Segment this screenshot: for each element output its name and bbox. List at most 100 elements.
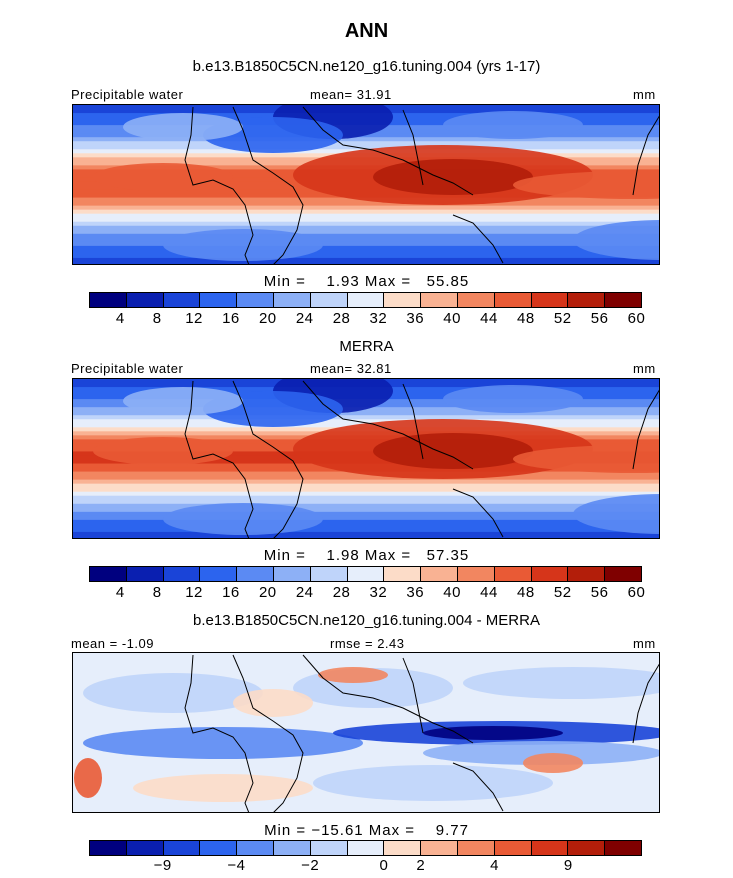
field-anomaly — [573, 220, 659, 260]
field-anomaly — [93, 437, 233, 465]
field-band — [73, 415, 659, 420]
colorbar-swatch — [163, 841, 201, 855]
colorbar-swatch — [310, 567, 348, 581]
panel-obs-map-svg — [73, 379, 659, 538]
colorbar-swatch — [273, 293, 311, 307]
panel-obs-subtitle: MERRA — [339, 338, 394, 355]
coastline — [232, 654, 304, 812]
coastline — [184, 106, 254, 264]
field-band — [73, 225, 659, 231]
colorbar-swatch — [163, 567, 201, 581]
panel-obs-map — [72, 378, 660, 539]
colorbar-tick-label: 36 — [406, 310, 425, 327]
field-band — [73, 507, 659, 513]
panel-obs-units-label: mm — [633, 361, 656, 376]
colorbar-swatch — [531, 293, 569, 307]
colorbar-tick-label: 2 — [416, 857, 426, 874]
colorbar-tick-label: 20 — [258, 310, 277, 327]
coastline — [452, 488, 504, 538]
colorbar-tick-label: 12 — [185, 584, 203, 601]
colorbar-swatch — [421, 841, 458, 855]
coastline — [632, 115, 659, 196]
field-band — [73, 519, 659, 525]
panel-obs-colorbar — [89, 566, 642, 582]
colorbar-tick-label: 56 — [590, 584, 609, 601]
coastline — [632, 389, 659, 470]
colorbar-tick-label: −9 — [153, 857, 172, 874]
field-band — [73, 475, 659, 481]
colorbar-tick-label: 28 — [332, 310, 351, 327]
colorbar-swatch — [90, 567, 127, 581]
colorbar-swatch — [384, 293, 422, 307]
field-anomaly — [93, 163, 233, 191]
panel-diff-colorbar-ticks: −9 −4 −2 0 2 4 9 — [89, 857, 642, 875]
panel-model-map — [72, 104, 660, 265]
panel-obs-mean-label: mean= 32.81 — [310, 361, 392, 376]
field-band — [73, 233, 659, 239]
coastline — [302, 380, 474, 470]
field-band — [73, 249, 659, 255]
field-anomaly — [163, 503, 323, 535]
panel-model-variable-label: Precipitable water — [71, 87, 184, 102]
colorbar-tick-label: 20 — [258, 584, 277, 601]
panel-model-subtitle: b.e13.B1850C5CN.ne120_g16.tuning.004 (yr… — [192, 58, 541, 75]
colorbar-swatch — [90, 293, 127, 307]
field-band — [73, 241, 659, 247]
colorbar-tick-label: 48 — [517, 310, 535, 327]
panel-diff-units-label: mm — [633, 636, 656, 651]
colorbar-tick-label: −2 — [301, 857, 320, 874]
colorbar-swatch — [200, 841, 238, 855]
field-band — [73, 411, 659, 416]
coastline — [402, 383, 424, 460]
colorbar-tick-label: 24 — [295, 310, 314, 327]
field-anomaly — [443, 385, 583, 413]
colorbar-tick-label: 44 — [480, 310, 498, 327]
field-band — [73, 229, 659, 235]
panel-model-mean-label: mean= 31.91 — [310, 87, 392, 102]
colorbar-swatch — [384, 567, 422, 581]
colorbar-swatch — [237, 567, 274, 581]
colorbar-tick-label: 60 — [627, 310, 646, 327]
field-band — [73, 527, 659, 533]
field-band — [73, 503, 659, 509]
colorbar-tick-label: 32 — [369, 310, 388, 327]
field-anomaly — [83, 727, 363, 759]
colorbar-swatch — [126, 567, 164, 581]
field-band — [73, 261, 659, 264]
field-band — [73, 133, 659, 138]
colorbar-swatch — [273, 841, 311, 855]
colorbar-tick-label: 16 — [222, 584, 240, 601]
field-anomaly — [373, 159, 533, 195]
panel-model-colorbar — [89, 292, 642, 308]
colorbar-tick-label: 60 — [627, 584, 646, 601]
field-anomaly — [513, 445, 659, 473]
field-anomaly — [163, 229, 323, 261]
field-anomaly — [373, 433, 533, 469]
panel-obs-stats: Min = 1.98 Max = 57.35 — [263, 547, 470, 564]
colorbar-tick-label: 36 — [406, 584, 425, 601]
field-anomaly — [513, 171, 659, 199]
colorbar-tick-label: 40 — [443, 584, 461, 601]
colorbar-swatch — [126, 841, 164, 855]
colorbar-tick-label: 32 — [369, 584, 388, 601]
colorbar-swatch — [237, 293, 274, 307]
panel-diff-subtitle: b.e13.B1850C5CN.ne120_g16.tuning.004 - M… — [193, 612, 540, 629]
panel-model-colorbar-ticks: 4 8 12 16 20 24 28 32 36 40 44 48 52 56 60 — [89, 310, 645, 328]
field-band — [73, 141, 659, 146]
colorbar-swatch — [494, 567, 532, 581]
field-band — [73, 531, 659, 537]
field-anomaly — [74, 758, 102, 798]
field-band — [73, 535, 659, 538]
colorbar-tick-label: 40 — [443, 310, 461, 327]
colorbar-swatch — [531, 841, 569, 855]
colorbar-swatch — [347, 567, 385, 581]
coastline — [232, 380, 304, 538]
colorbar-tick-label: 8 — [152, 310, 162, 327]
colorbar-tick-label: 4 — [490, 857, 499, 874]
panel-model-map-svg — [73, 105, 659, 264]
coastline — [402, 657, 424, 734]
field-band — [73, 209, 659, 215]
field-band — [73, 145, 659, 150]
field-band — [73, 487, 659, 493]
colorbar-tick-label: 28 — [332, 584, 351, 601]
